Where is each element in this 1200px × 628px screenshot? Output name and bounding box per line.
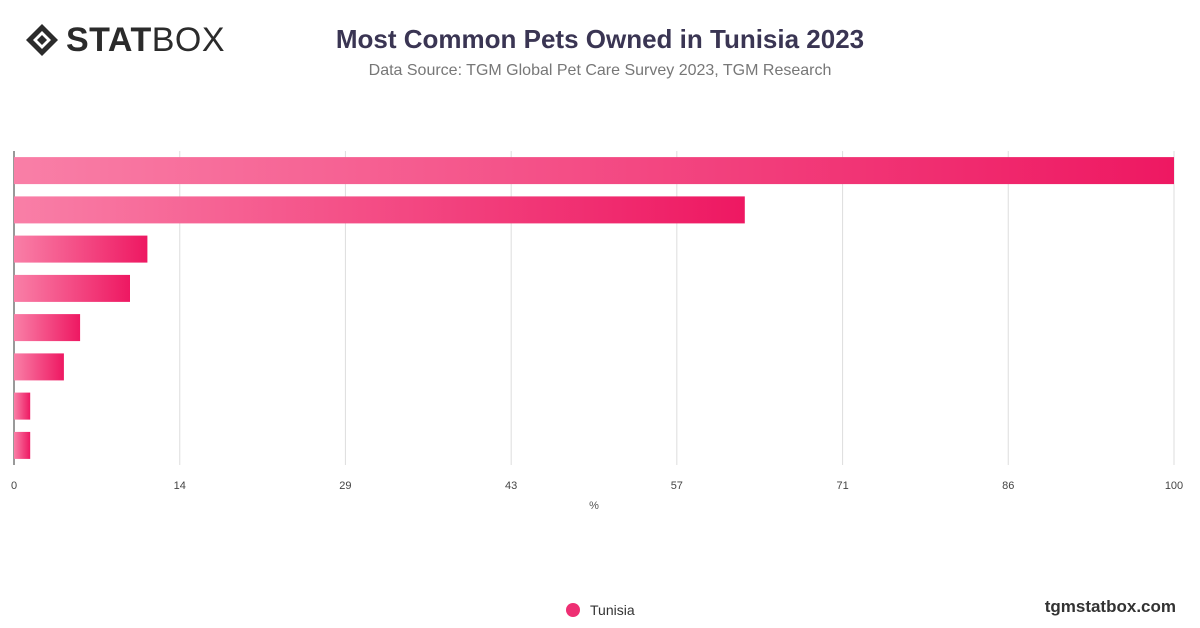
bar[interactable] [14, 157, 1174, 185]
bar[interactable] [14, 196, 745, 224]
legend-label: Tunisia [590, 602, 635, 618]
bar[interactable] [14, 353, 64, 381]
bar[interactable] [14, 392, 31, 420]
x-tick-label: 100 [1165, 480, 1183, 492]
x-tick-label: 71 [836, 480, 848, 492]
x-tick-label: 0 [11, 480, 17, 492]
site-url[interactable]: tgmstatbox.com [1044, 597, 1176, 616]
bar[interactable] [14, 274, 130, 302]
logo-text: STATBOX [66, 21, 226, 59]
x-tick-label: 43 [505, 480, 517, 492]
bar[interactable] [14, 431, 31, 459]
chart-title: Most Common Pets Owned in Tunisia 2023 [335, 24, 865, 54]
legend[interactable]: Tunisia [566, 602, 635, 618]
legend-marker [566, 603, 580, 617]
chart-subtitle: Data Source: TGM Global Pet Care Survey … [368, 62, 832, 79]
bar[interactable] [14, 314, 81, 342]
x-tick-label: 29 [339, 480, 351, 492]
x-tick-label: 14 [174, 480, 186, 492]
diamond-logo-icon [26, 24, 58, 56]
statbox-logo: STATBOX [24, 22, 225, 58]
x-tick-label: 86 [1002, 480, 1014, 492]
x-tick-label: 57 [671, 480, 683, 492]
bar[interactable] [14, 235, 148, 263]
x-axis-label: % [589, 500, 599, 512]
